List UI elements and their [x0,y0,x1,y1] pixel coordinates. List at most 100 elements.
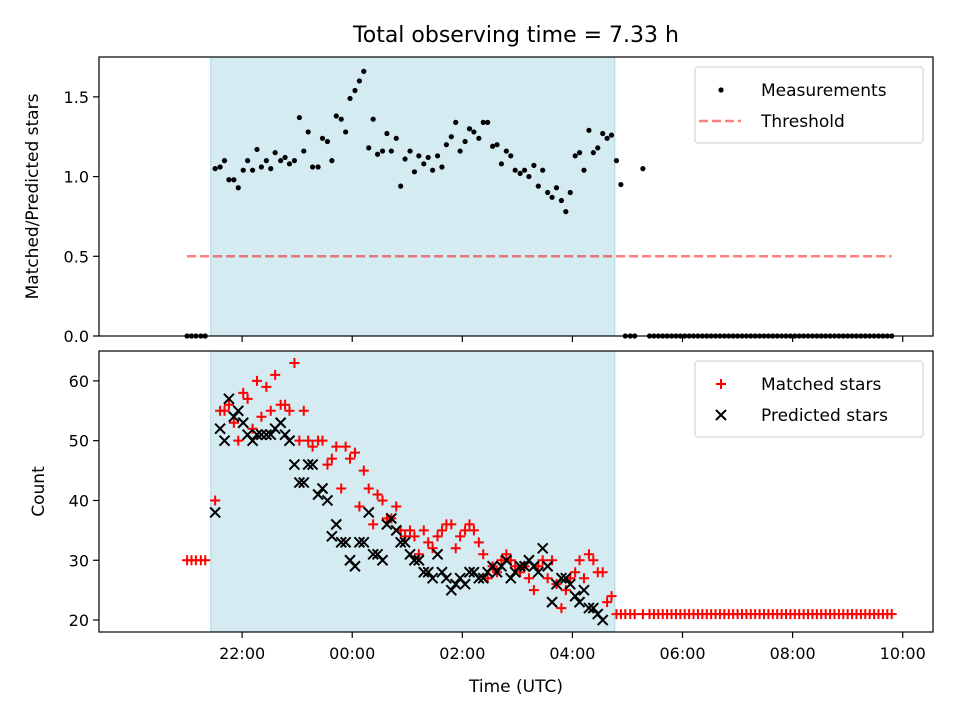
point-matched [602,597,613,608]
point-matched [460,525,471,536]
y-tick-label: 0.0 [64,327,89,346]
legend-label: Threshold [760,112,845,132]
y-tick-label: 40 [69,491,89,510]
point-predicted [436,566,448,578]
point-predicted [288,458,301,471]
point-predicted [440,572,453,584]
y-tick-label: 60 [69,372,89,391]
point-measurement [595,145,601,151]
point-measurement [590,150,596,156]
point-predicted [463,566,476,578]
point-predicted [555,572,568,584]
point-matched [200,555,211,566]
point-measurement [407,148,413,154]
point-measurement [471,129,477,135]
point-matched [468,525,479,536]
point-measurement [235,185,241,191]
point-matched [423,537,434,548]
point-predicted [418,566,430,578]
point-measurement [324,138,331,145]
point-measurement [301,148,307,154]
point-matched [210,495,221,506]
point-measurement [305,129,311,135]
point-predicted [431,548,444,560]
point-matched [455,531,466,542]
point-measurement [572,153,578,159]
point-measurement [613,158,620,164]
point-measurement [558,197,565,204]
point-matched [523,573,534,584]
point-predicted [536,542,549,555]
point-measurement [430,167,436,173]
point-measurement [226,177,232,183]
point-measurement [453,119,459,125]
point-predicted [569,590,581,602]
point-predicted [321,494,334,507]
point-matched [427,543,438,554]
point-predicted [223,393,235,405]
point-measurement [263,158,269,164]
point-measurement [567,189,573,196]
point-measurement [272,150,278,156]
point-matched [336,483,347,494]
point-predicted [491,566,503,578]
point-predicted [283,434,296,447]
point-matched [547,555,558,566]
x-tick-label: 04:00 [549,644,595,663]
point-matched [247,423,258,434]
point-predicted [578,584,590,596]
point-measurement [374,151,381,157]
point-predicted [564,578,576,590]
x-tick-label: 00:00 [329,644,375,663]
observing-span [210,350,616,633]
point-measurement [531,162,537,169]
point-matched [450,543,461,554]
legend: Measurements Threshold [694,66,924,144]
point-measurement [586,127,592,133]
x-tick-label: 08:00 [770,644,816,663]
point-measurement [254,146,260,153]
point-predicted [312,488,324,501]
point-matched [294,435,305,446]
point-matched [473,537,484,548]
point-matched [345,453,356,464]
point-measurement [526,173,532,180]
x-axis-label: Time (UTC) [468,677,563,697]
point-predicted [399,536,411,549]
point-measurement [268,166,274,172]
point-matched [496,555,507,566]
point-matched [413,549,424,560]
point-predicted [358,536,370,549]
point-matched [464,519,475,530]
x-tick-label: 02:00 [439,644,485,663]
point-measurement [370,116,376,122]
point-matched [233,435,244,446]
point-predicted [367,548,379,560]
point-matched [570,567,581,578]
point-matched [400,531,411,542]
point-predicted [381,518,393,531]
point-measurement [485,119,491,125]
point-predicted [518,560,531,572]
point-matched [261,381,272,392]
point-matched [238,387,249,398]
point-predicted [339,536,352,549]
point-matched [588,555,599,566]
legend-marker-predicted [715,409,727,421]
series-predicted-stars [209,393,609,626]
point-matched [556,603,567,614]
point-matched [409,531,420,542]
point-measurement [291,158,298,164]
point-predicted [583,602,595,614]
point-measurement [221,158,228,164]
top-axes: 0.0 0.5 1.0 1.5 Matched/Predicted stars Measu… [23,56,934,346]
point-predicted [265,428,277,441]
point-measurement [535,183,541,189]
legend-label: Predicted stars [761,406,888,426]
point-matched [368,519,379,530]
y-axis-label: Count [29,466,49,517]
point-predicted [209,506,221,519]
point-measurement [508,153,514,159]
point-measurement [545,189,551,196]
point-measurement [384,130,390,137]
